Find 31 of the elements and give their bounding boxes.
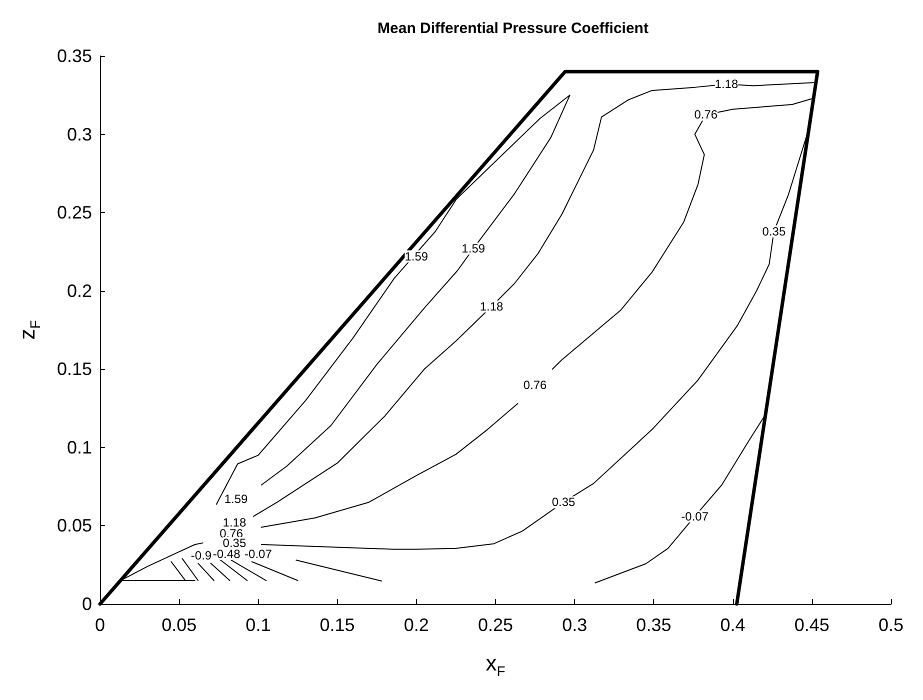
y-tick-label: 0.3 (66, 124, 92, 144)
annotation: -0.48 (212, 546, 241, 561)
annotation: 0.35 (762, 224, 786, 238)
annotation: 1.59 (404, 249, 428, 264)
x-tick-label: 0.35 (636, 615, 672, 635)
annotation: 1.59 (224, 492, 248, 506)
y-tick-label: 0.35 (56, 46, 92, 66)
x-tick-label: 0.1 (246, 615, 271, 635)
y-tick-label: 0.2 (66, 280, 92, 301)
x-tick-label: 0.45 (794, 615, 830, 635)
y-tick-label: 0 (82, 594, 92, 614)
annotation: 0.76 (523, 378, 548, 392)
x-tick-label: 0.3 (562, 615, 588, 635)
x-tick-label: 0.2 (404, 615, 429, 635)
annotation: -0.07 (681, 509, 709, 524)
annotation: -0.07 (244, 546, 272, 561)
x-tick-label: 0.4 (720, 615, 746, 635)
chart-title: Mean Differential Pressure Coefficient (378, 20, 648, 37)
x-tick-label: 0.25 (478, 615, 514, 635)
y-tick-label: 0.25 (56, 202, 92, 223)
annotation: 1.18 (222, 516, 246, 530)
y-tick-label: 0.1 (66, 437, 92, 458)
y-tick-label: 0.05 (56, 516, 92, 536)
x-tick-label: 0.5 (878, 615, 904, 635)
annotation: 1.59 (462, 242, 486, 256)
annotation: -0.9 (190, 548, 212, 562)
y-axis-title: zF (14, 320, 43, 340)
x-tick-label: 0.15 (320, 615, 355, 635)
x-tick-label: 0 (94, 615, 106, 635)
x-tick-label: 0.05 (162, 615, 197, 635)
y-tick-label: 0.15 (56, 359, 92, 380)
